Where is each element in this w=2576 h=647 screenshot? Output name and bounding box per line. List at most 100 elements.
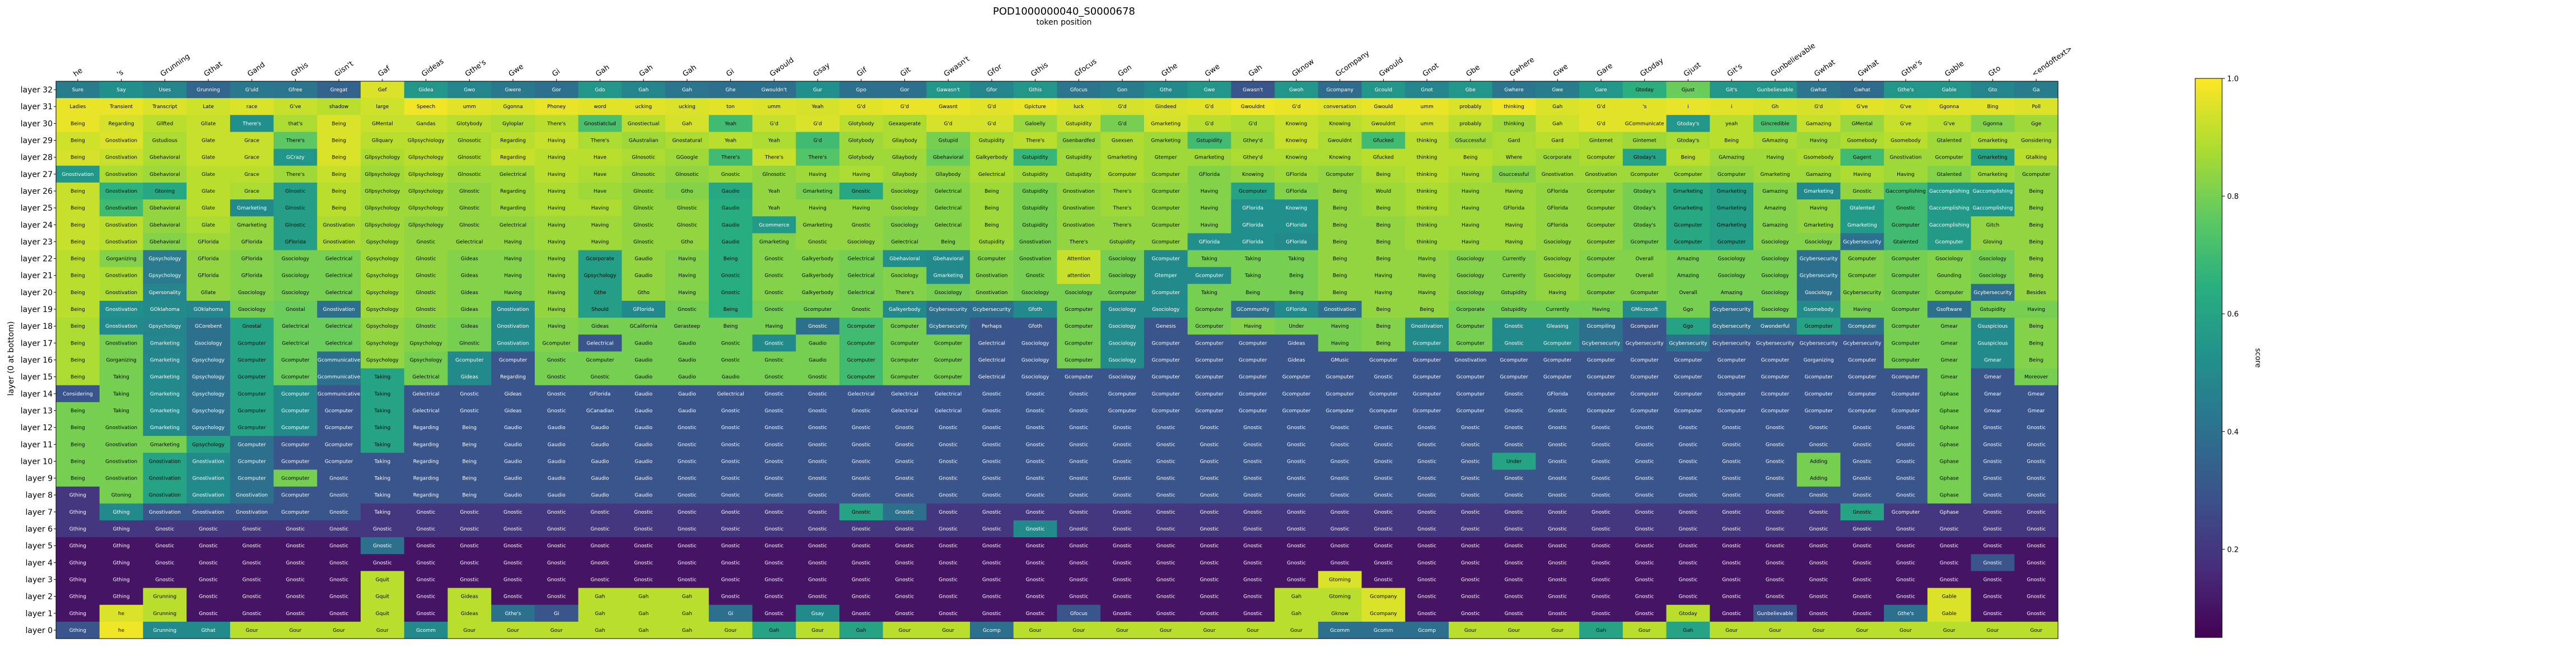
- cell-label: Gah: [638, 87, 648, 93]
- cell-label: Gur: [813, 87, 823, 93]
- cell-label: Gthing: [69, 594, 86, 600]
- cell-label: Gcomputer: [890, 375, 919, 380]
- cell-label: Gnostic: [1417, 510, 1436, 515]
- cell-label: Being: [71, 273, 85, 279]
- cell-label: Gcomputer: [978, 257, 1006, 262]
- cell-label: Gelectrical: [325, 324, 352, 329]
- cell-label: Gnostic: [634, 560, 653, 566]
- heatmap-cell: [317, 402, 361, 420]
- cell-label: Gcomputer: [238, 408, 267, 414]
- heatmap-cell: [1927, 115, 1972, 132]
- cell-label: Gnostivation: [105, 206, 137, 211]
- cell-label: Gmarketing: [237, 222, 267, 228]
- cell-label: Gtoday's: [1634, 206, 1656, 211]
- heatmap-cell: [1318, 165, 1362, 183]
- cell-label: Gcomputer: [586, 358, 614, 364]
- heatmap-cell: [273, 486, 318, 504]
- cell-label: Gnostic: [721, 425, 740, 431]
- cell-label: Gnostic: [1766, 577, 1785, 583]
- heatmap-cell: [883, 182, 927, 200]
- cell-label: Gnostic: [764, 257, 783, 262]
- cell-label: Gnostic: [1069, 577, 1088, 583]
- cell-label: Gcomputer: [1674, 222, 1702, 228]
- cell-label: Gcomputer: [1892, 290, 1920, 296]
- heatmap-cell: [1187, 132, 1231, 150]
- cell-label: Gpsychology: [192, 425, 225, 431]
- heatmap-cell: [1361, 469, 1406, 487]
- cell-label: Gbehavioral: [933, 155, 964, 161]
- cell-label: Gnostic: [1243, 594, 1262, 600]
- heatmap-cell: [317, 132, 361, 150]
- heatmap-cell: [1884, 233, 1928, 251]
- heatmap-cell: [1318, 436, 1362, 453]
- heatmap-cell: [970, 98, 1014, 115]
- cell-label: Gnostic: [808, 375, 827, 380]
- heatmap-cell: [1840, 267, 1884, 285]
- heatmap-cell: [1318, 402, 1362, 420]
- cell-label: Gsociology: [1718, 273, 1746, 279]
- cell-label: Being: [984, 206, 999, 211]
- cell-label: Gcybersecurity: [1843, 239, 1882, 245]
- cell-label: Gnostic: [1592, 560, 1611, 566]
- heatmap-cell: [1710, 216, 1754, 234]
- heatmap-cell: [970, 334, 1014, 352]
- cell-label: Gelectrical: [935, 408, 962, 414]
- heatmap-cell: [99, 132, 143, 150]
- heatmap-cell: [491, 148, 535, 166]
- heatmap-cell: [1187, 334, 1231, 352]
- heatmap-cell: [1013, 368, 1057, 386]
- cell-label: Gpo: [856, 87, 867, 93]
- colorbar-tick-label: 0.8: [2227, 193, 2239, 201]
- heatmap-cell: [1622, 334, 1667, 352]
- cell-label: Gnostic: [286, 543, 305, 549]
- cell-label: Gsexsen: [1112, 138, 1133, 144]
- cell-label: Being: [332, 121, 346, 127]
- cell-label: Gelectrical: [978, 358, 1005, 364]
- cell-label: Gnostic: [1200, 543, 1219, 549]
- heatmap-cell: [708, 81, 753, 99]
- cell-label: Gnostic: [1156, 594, 1175, 600]
- heatmap-cell: [1187, 233, 1231, 251]
- cell-label: Gnostic: [1983, 442, 2002, 448]
- heatmap-cell: [1666, 436, 1710, 453]
- cell-label: Gtemper: [1155, 155, 1177, 161]
- cell-label: Gnostic: [1722, 493, 1741, 499]
- cell-label: Gonsidering: [2021, 138, 2051, 144]
- heatmap-cell: [1753, 98, 1798, 115]
- cell-label: thinking: [1417, 206, 1438, 211]
- heatmap-cell: [1013, 419, 1057, 436]
- cell-label: Gnostic: [1026, 476, 1045, 482]
- cell-label: that's: [288, 121, 303, 127]
- cell-label: Gllaybody: [892, 138, 918, 144]
- heatmap-cell: [1796, 165, 1841, 183]
- heatmap-cell: [1666, 148, 1710, 166]
- cell-label: Gnostivation: [236, 510, 268, 515]
- cell-label: Gnostic: [1026, 392, 1045, 397]
- heatmap-cell: [1971, 81, 2015, 99]
- cell-label: Gnostic: [939, 425, 958, 431]
- cell-label: Gcomputer: [934, 375, 963, 380]
- heatmap-cell: [1840, 469, 1884, 487]
- heatmap-cell: [447, 182, 492, 200]
- cell-label: Gelectrical: [978, 375, 1005, 380]
- cell-label: Gnostic: [808, 239, 827, 245]
- cell-label: Gorganizing: [1803, 358, 1833, 364]
- heatmap-cell: [1057, 165, 1101, 183]
- cell-label: Gnostic: [1852, 543, 1872, 549]
- heatmap-cell: [491, 250, 535, 268]
- cell-label: Gcybersecurity: [1712, 307, 1751, 313]
- cell-label: Gwonderful: [1761, 324, 1790, 329]
- cell-label: Taking: [1244, 273, 1261, 279]
- heatmap-cell: [1405, 385, 1449, 403]
- cell-label: Gaudio: [634, 273, 652, 279]
- cell-label: Gnostic: [1374, 527, 1393, 532]
- heatmap-cell: [1536, 132, 1580, 150]
- cell-label: Yeah: [768, 138, 780, 144]
- heatmap-cell: [99, 267, 143, 285]
- cell-label: Gfree: [288, 87, 302, 93]
- heatmap-cell: [1100, 368, 1145, 386]
- cell-label: Gnostic: [460, 510, 479, 515]
- cell-label: Gcomp: [1418, 628, 1436, 634]
- heatmap-cell: [404, 436, 448, 453]
- heatmap-cell: [447, 132, 492, 150]
